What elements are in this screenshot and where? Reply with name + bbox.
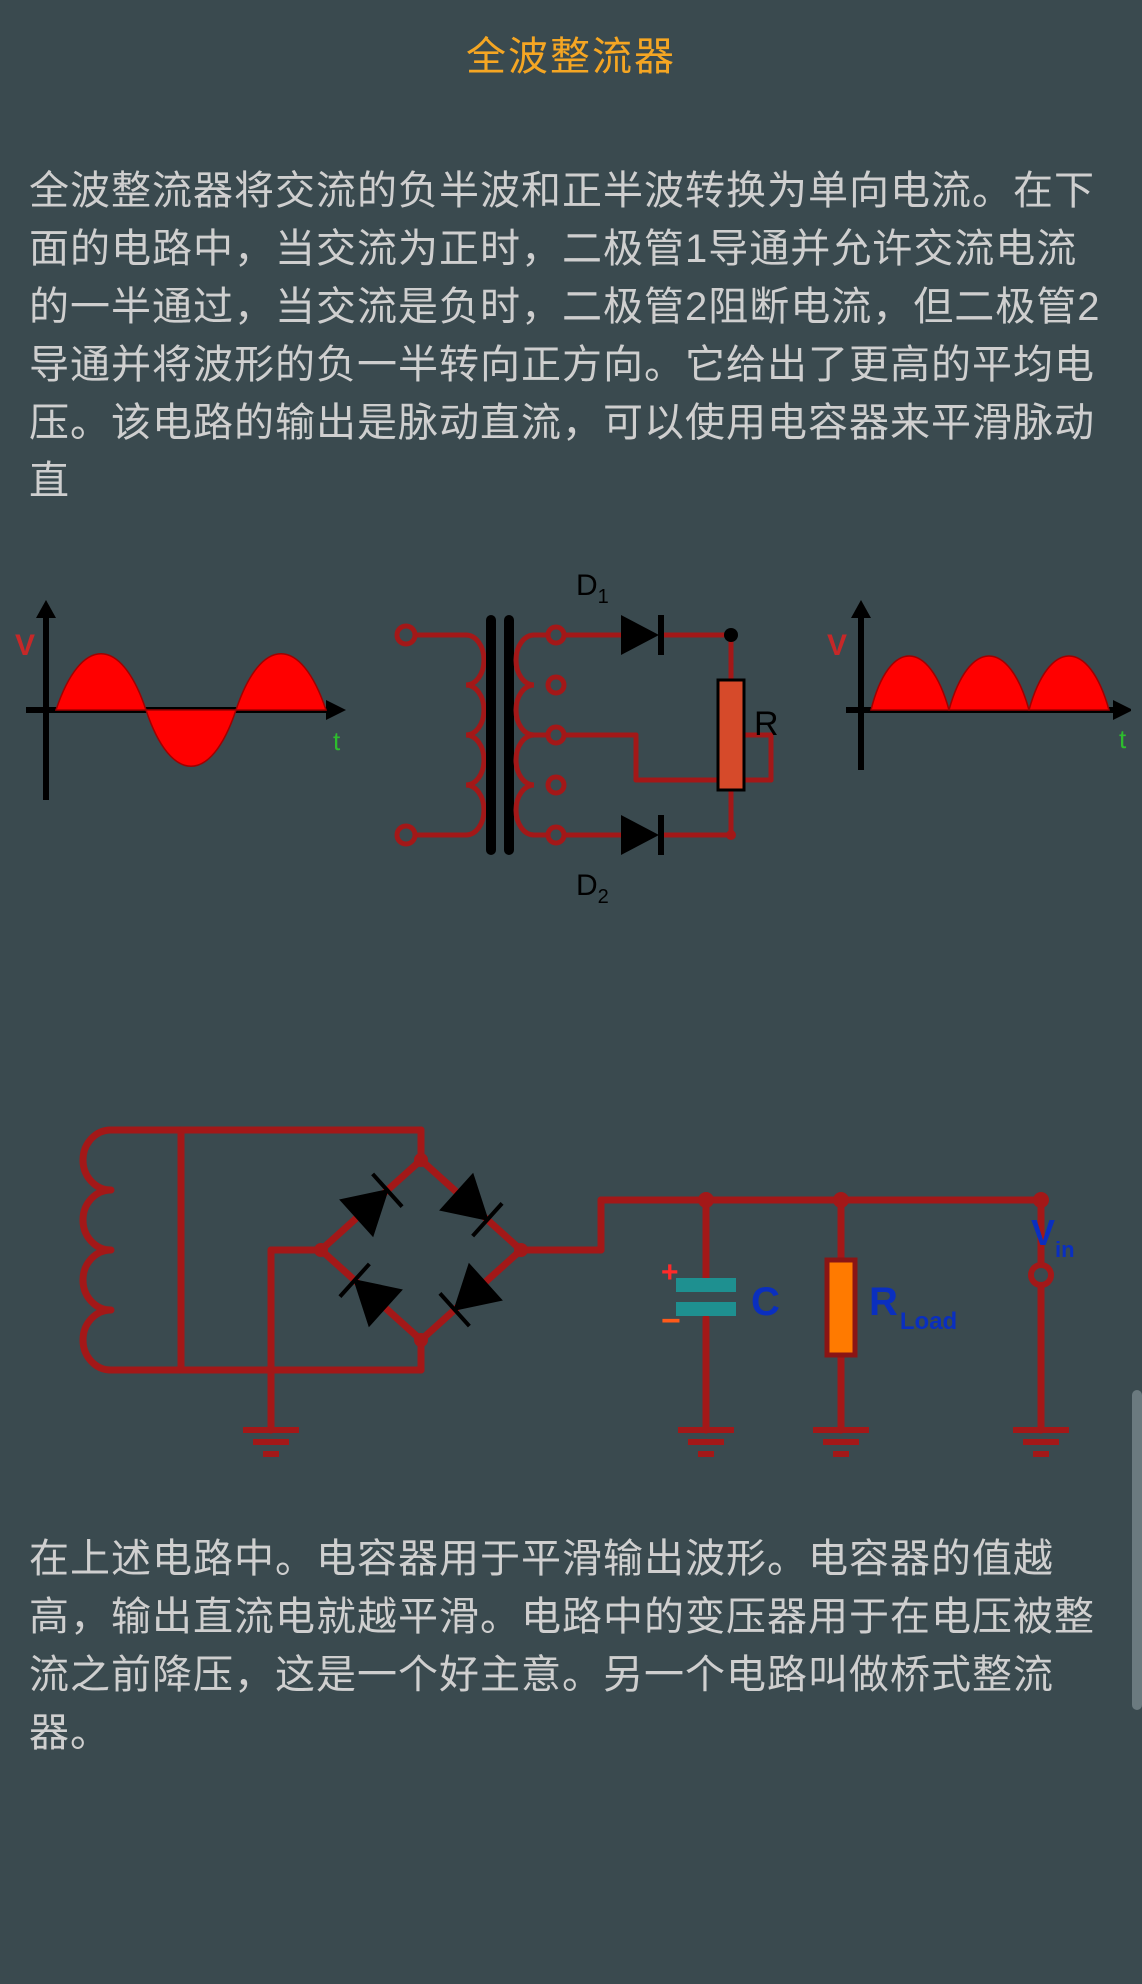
input-t-label: t xyxy=(333,726,341,756)
paragraph-2: 在上述电路中。电容器用于平滑输出波形。电容器的值越高，输出直流电就越平滑。电路中… xyxy=(29,1530,1113,1762)
cap-c-label: C xyxy=(751,1280,780,1324)
figure-bridge-rectifier: + − C RLoad Vin xyxy=(41,1100,1101,1490)
diode-d1-icon xyxy=(621,615,661,655)
figure-full-wave-center-tap: V t xyxy=(11,560,1131,940)
page-root: 全波整流器 全波整流器将交流的负半波和正半波转换为单向电流。在下面的电路中，当交… xyxy=(0,0,1142,1984)
ground-icons xyxy=(243,1430,1069,1454)
circuit-center-tap: D1 D2 R xyxy=(397,569,779,908)
input-v-label: V xyxy=(15,629,35,662)
cap-minus-label: − xyxy=(661,1302,681,1340)
r-load-label: RLoad xyxy=(869,1280,957,1335)
d1-label: D1 xyxy=(576,569,609,608)
cap-plus-label: + xyxy=(661,1256,679,1289)
d2-label: D2 xyxy=(576,869,609,908)
scrollbar-thumb[interactable] xyxy=(1132,1390,1142,1710)
capacitor-icon xyxy=(676,1278,736,1316)
resistor-r-icon xyxy=(718,680,744,790)
resistor-load-icon xyxy=(827,1260,855,1355)
output-t-label: t xyxy=(1119,724,1127,754)
paragraph-1: 全波整流器将交流的负半波和正半波转换为单向电流。在下面的电路中，当交流为正时，二… xyxy=(29,162,1113,510)
r-label: R xyxy=(754,705,779,743)
bridge-diodes-icon xyxy=(340,1174,502,1326)
output-v-label: V xyxy=(827,629,847,662)
page-title: 全波整流器 xyxy=(11,24,1131,82)
diode-d2-icon xyxy=(621,815,661,855)
